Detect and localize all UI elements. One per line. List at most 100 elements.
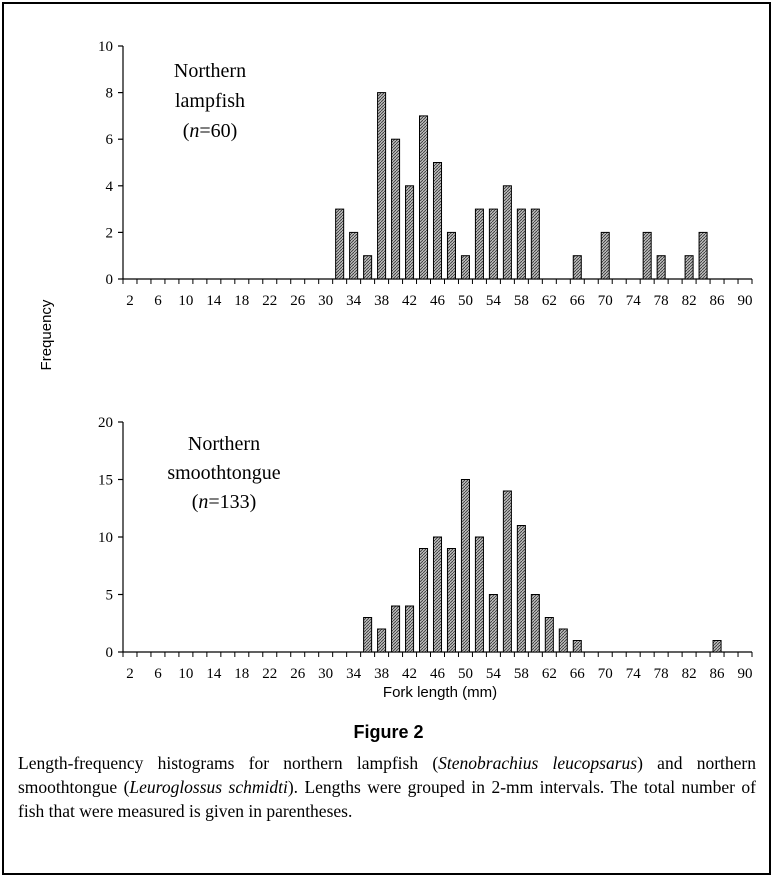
y-tick-label: 10 xyxy=(98,39,113,55)
x-tick-label: 82 xyxy=(682,666,697,682)
histogram-bar xyxy=(474,536,484,653)
histogram-bar xyxy=(419,548,429,653)
panel-species-label: lampfish xyxy=(175,90,245,112)
histogram-bar xyxy=(363,617,373,653)
x-tick-label: 54 xyxy=(486,666,502,682)
histogram-bar xyxy=(572,640,582,653)
panel-species-label: Northern xyxy=(174,60,246,82)
x-tick-label: 14 xyxy=(206,666,222,682)
x-tick-label: 30 xyxy=(318,666,333,682)
y-tick-label: 20 xyxy=(98,415,113,431)
x-tick-label: 34 xyxy=(346,666,362,682)
histogram-bar xyxy=(572,255,582,280)
histogram-bar xyxy=(698,231,708,280)
x-tick-label: 62 xyxy=(542,293,557,309)
caption-text: Length-frequency histograms for northern… xyxy=(18,753,439,773)
histogram-bar xyxy=(474,208,484,280)
x-tick-label: 22 xyxy=(262,293,277,309)
caption-species-name: Leuroglossus schmidti xyxy=(129,777,288,797)
histogram-bar xyxy=(335,208,345,280)
panel-sample-size: (n=133) xyxy=(192,491,257,513)
histogram-bar xyxy=(712,640,722,653)
x-tick-label: 6 xyxy=(154,293,162,309)
x-tick-label: 66 xyxy=(570,666,586,682)
histogram-bar xyxy=(502,185,512,280)
x-tick-label: 46 xyxy=(430,666,446,682)
histogram-bar xyxy=(460,255,470,280)
histogram-bar xyxy=(530,594,540,653)
histogram-bar xyxy=(502,490,512,653)
x-tick-label: 62 xyxy=(542,666,557,682)
x-tick-label: 70 xyxy=(598,293,613,309)
x-tick-label: 30 xyxy=(318,293,333,309)
x-tick-label: 38 xyxy=(374,666,389,682)
histogram-bar xyxy=(349,231,359,280)
histogram-bar xyxy=(391,138,401,280)
x-tick-label: 18 xyxy=(234,666,249,682)
x-tick-label: 70 xyxy=(598,666,613,682)
sample-size-part: n xyxy=(189,120,199,142)
sample-size-part: =60) xyxy=(199,120,237,142)
x-tick-label: 6 xyxy=(154,666,162,682)
x-tick-label: 90 xyxy=(738,293,753,309)
y-tick-label: 0 xyxy=(106,272,114,288)
x-tick-label: 50 xyxy=(458,666,473,682)
histogram-bar xyxy=(530,208,540,280)
histogram-bar xyxy=(642,231,652,280)
histogram-bar xyxy=(405,185,415,280)
caption-species-name: Stenobrachius leucopsarus xyxy=(438,753,638,773)
histogram-bar xyxy=(460,479,470,653)
histogram-bar xyxy=(488,594,498,653)
x-tick-label: 90 xyxy=(738,666,753,682)
panel-sample-size: (n=60) xyxy=(183,120,238,142)
x-tick-label: 58 xyxy=(514,293,529,309)
histogram-bar xyxy=(656,255,666,280)
y-tick-label: 5 xyxy=(106,588,114,604)
x-tick-label: 10 xyxy=(178,293,193,309)
histogram-bar xyxy=(446,548,456,653)
y-axis-title: Frequency xyxy=(38,299,55,370)
histogram-bar xyxy=(488,208,498,280)
x-tick-label: 78 xyxy=(654,666,669,682)
histogram-bar xyxy=(363,255,373,280)
x-tick-label: 86 xyxy=(710,293,726,309)
histogram-bar xyxy=(432,162,443,280)
x-tick-label: 54 xyxy=(486,293,502,309)
histogram-bar xyxy=(432,536,443,653)
y-tick-label: 10 xyxy=(98,530,113,546)
histogram-bar xyxy=(516,525,526,653)
x-tick-label: 66 xyxy=(570,293,586,309)
x-tick-label: 42 xyxy=(402,293,417,309)
caption-text: ). Lengths were grouped in 2-mm interval… xyxy=(18,777,756,821)
histogram-bar xyxy=(684,255,694,280)
y-tick-label: 0 xyxy=(106,645,114,661)
histogram-bar xyxy=(516,208,526,280)
x-tick-label: 74 xyxy=(626,666,642,682)
x-tick-label: 74 xyxy=(626,293,642,309)
y-tick-label: 8 xyxy=(106,86,114,102)
y-tick-label: 6 xyxy=(106,132,114,148)
x-tick-label: 2 xyxy=(126,666,134,682)
x-tick-label: 38 xyxy=(374,293,389,309)
x-tick-label: 34 xyxy=(346,293,362,309)
sample-size-part: ( xyxy=(192,491,199,513)
x-tick-label: 58 xyxy=(514,666,529,682)
y-tick-label: 2 xyxy=(106,225,114,241)
sample-size-part: n xyxy=(198,491,208,513)
y-tick-label: 15 xyxy=(98,473,113,489)
figure-caption: Length-frequency histograms for northern… xyxy=(18,751,756,823)
x-tick-label: 18 xyxy=(234,293,249,309)
x-tick-label: 26 xyxy=(290,666,306,682)
histogram-bar xyxy=(377,628,387,653)
figure-title: Figure 2 xyxy=(353,722,424,742)
histogram-bar xyxy=(446,231,456,280)
x-tick-label: 46 xyxy=(430,293,446,309)
histogram-bar xyxy=(558,628,568,653)
x-tick-label: 10 xyxy=(178,666,193,682)
x-axis-title: Fork length (mm) xyxy=(383,684,497,701)
histogram-bar xyxy=(544,617,554,653)
x-tick-label: 82 xyxy=(682,293,697,309)
